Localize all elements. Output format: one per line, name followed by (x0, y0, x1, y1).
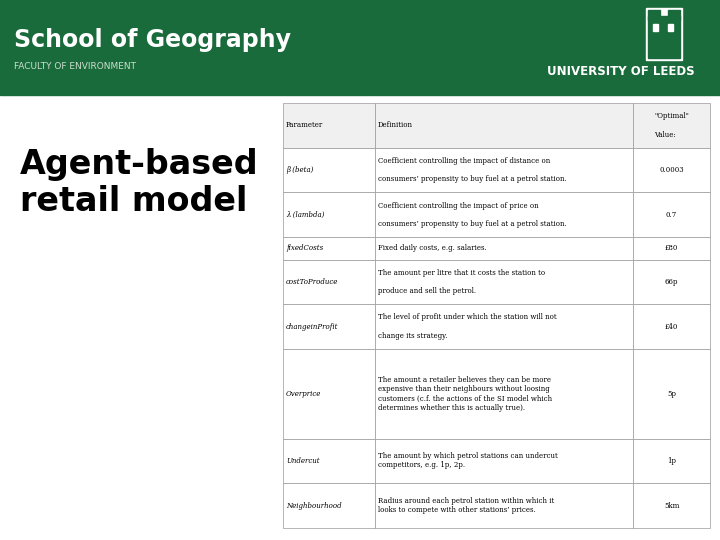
Text: £80: £80 (665, 245, 678, 252)
Text: changeinProfit: changeinProfit (286, 323, 338, 330)
Bar (646, 8, 682, 60)
Bar (283, 483, 375, 528)
Text: Definition: Definition (378, 122, 413, 130)
Text: "Optimal"

Value:: "Optimal" Value: (654, 112, 689, 139)
Bar (668, 24, 673, 31)
Bar (648, 10, 660, 20)
Text: School of Geography: School of Geography (14, 28, 291, 52)
Bar (375, 103, 633, 148)
Text: The amount per litre that it costs the station to

produce and sell the petrol.: The amount per litre that it costs the s… (378, 269, 545, 295)
Bar (633, 103, 710, 148)
Text: 66p: 66p (665, 278, 678, 286)
Text: λ (lambda): λ (lambda) (286, 211, 325, 219)
Bar (633, 237, 710, 260)
Bar (648, 16, 680, 58)
Bar (633, 192, 710, 237)
Text: The amount by which petrol stations can undercut
competitors, e.g. 1p, 2p.: The amount by which petrol stations can … (378, 453, 557, 469)
Text: £40: £40 (665, 323, 678, 330)
Bar (283, 349, 375, 438)
Bar (283, 305, 375, 349)
Bar (283, 260, 375, 305)
Text: Neighbourhood: Neighbourhood (286, 502, 341, 510)
Bar (375, 237, 633, 260)
Bar (283, 237, 375, 260)
Text: 5km: 5km (664, 502, 679, 510)
Text: Coefficient controlling the impact of price on

consumers’ propensity to buy fue: Coefficient controlling the impact of pr… (378, 201, 567, 228)
Bar (633, 305, 710, 349)
Bar (375, 483, 633, 528)
Bar (0, 0, 720, 95)
Bar (633, 438, 710, 483)
Bar (633, 260, 710, 305)
Text: Radius around each petrol station within which it
looks to compete with other st: Radius around each petrol station within… (378, 497, 554, 514)
Bar (283, 438, 375, 483)
Bar (375, 260, 633, 305)
Text: Agent-based: Agent-based (20, 148, 258, 181)
Text: Parameter: Parameter (286, 122, 323, 130)
Bar (633, 148, 710, 192)
Text: 0.7: 0.7 (666, 211, 678, 219)
Text: 5p: 5p (667, 390, 676, 398)
Text: Fixed daily costs, e.g. salaries.: Fixed daily costs, e.g. salaries. (378, 245, 487, 252)
Text: fixedCosts: fixedCosts (286, 245, 323, 252)
Text: The level of profit under which the station will not

change its strategy.: The level of profit under which the stat… (378, 314, 557, 340)
Text: 0.0003: 0.0003 (660, 166, 684, 174)
Bar (283, 103, 375, 148)
Bar (375, 438, 633, 483)
Text: β (beta): β (beta) (286, 166, 313, 174)
Bar (375, 305, 633, 349)
Text: 1p: 1p (667, 457, 676, 465)
Text: The amount a retailer believes they can be more
expensive than their neighbours : The amount a retailer believes they can … (378, 376, 552, 411)
Bar (375, 192, 633, 237)
Bar (633, 349, 710, 438)
Text: UNIVERSITY OF LEEDS: UNIVERSITY OF LEEDS (547, 65, 695, 78)
Text: Coefficient controlling the impact of distance on

consumers’ propensity to buy : Coefficient controlling the impact of di… (378, 157, 567, 183)
Text: costToProduce: costToProduce (286, 278, 338, 286)
Text: Overprice: Overprice (286, 390, 321, 398)
Bar (633, 483, 710, 528)
Bar (375, 349, 633, 438)
Text: Undercut: Undercut (286, 457, 320, 465)
Bar (668, 10, 680, 20)
Bar (653, 24, 658, 31)
Bar (283, 148, 375, 192)
Bar (375, 148, 633, 192)
Text: FACULTY OF ENVIRONMENT: FACULTY OF ENVIRONMENT (14, 62, 136, 71)
Bar (283, 192, 375, 237)
Text: retail model: retail model (20, 185, 248, 218)
